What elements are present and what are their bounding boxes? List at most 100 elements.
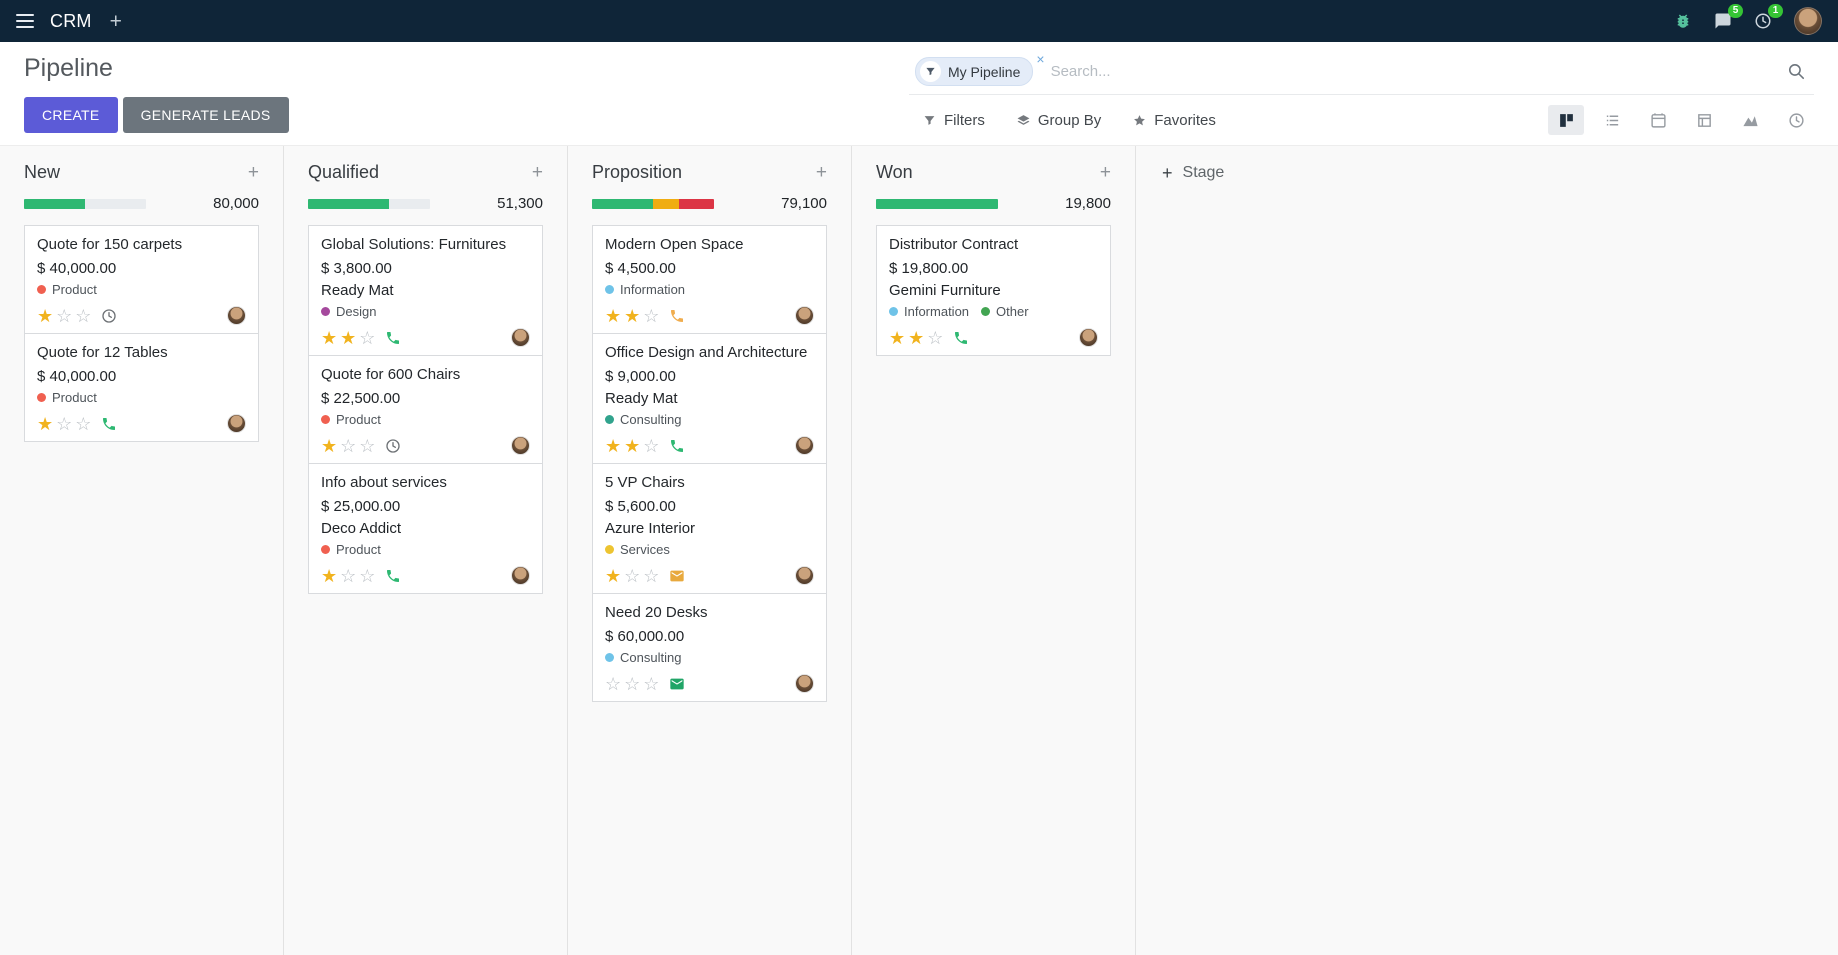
star-icon[interactable]: ★ bbox=[605, 565, 622, 586]
envelope-icon[interactable] bbox=[669, 676, 685, 692]
progress-segment[interactable] bbox=[24, 198, 85, 209]
priority-stars: ★ ☆ ☆ bbox=[321, 437, 375, 455]
clock-icon[interactable] bbox=[101, 308, 117, 324]
phone-icon[interactable] bbox=[385, 568, 401, 584]
graph-view-button[interactable] bbox=[1732, 105, 1768, 135]
star-icon[interactable]: ★ bbox=[37, 305, 54, 326]
list-view-button[interactable] bbox=[1594, 105, 1630, 135]
star-icon[interactable]: ★ bbox=[321, 565, 338, 586]
search-icon[interactable] bbox=[1787, 62, 1806, 81]
kanban-card[interactable]: Info about services $ 25,000.00 Deco Add… bbox=[308, 463, 543, 594]
kanban-card[interactable]: Quote for 12 Tables $ 40,000.00 Product … bbox=[24, 333, 259, 442]
phone-icon[interactable] bbox=[669, 438, 685, 454]
group-by-button[interactable]: Group By bbox=[1017, 112, 1101, 129]
card-amount: $ 22,500.00 bbox=[321, 390, 401, 407]
calendar-view-button[interactable] bbox=[1640, 105, 1676, 135]
kanban-card[interactable]: 5 VP Chairs $ 5,600.00 Azure Interior Se… bbox=[592, 463, 827, 594]
kanban-view-button[interactable] bbox=[1548, 105, 1584, 135]
debug-icon[interactable] bbox=[1674, 12, 1692, 30]
star-icon[interactable]: ☆ bbox=[624, 673, 641, 694]
card-title: Distributor Contract bbox=[889, 236, 1019, 253]
tag-label: Product bbox=[52, 390, 97, 405]
star-icon[interactable]: ★ bbox=[624, 435, 641, 456]
facet-remove-icon[interactable]: × bbox=[1036, 51, 1045, 67]
kanban-card[interactable]: Distributor Contract $ 19,800.00 Gemini … bbox=[876, 225, 1111, 356]
kanban-card[interactable]: Quote for 600 Chairs $ 22,500.00 Product… bbox=[308, 355, 543, 464]
tag-label: Product bbox=[52, 282, 97, 297]
plus-icon[interactable]: + bbox=[109, 9, 122, 33]
app-name[interactable]: CRM bbox=[50, 10, 92, 31]
star-icon[interactable]: ★ bbox=[605, 435, 622, 456]
column-quick-create-icon[interactable]: + bbox=[1099, 162, 1111, 183]
column-progressbar bbox=[592, 198, 714, 209]
kanban-card[interactable]: Need 20 Desks $ 60,000.00 Consulting ☆ ☆ ☆ bbox=[592, 593, 827, 702]
column-quick-create-icon[interactable]: + bbox=[247, 162, 259, 183]
tag-label: Product bbox=[336, 412, 381, 427]
favorites-button[interactable]: Favorites bbox=[1133, 112, 1216, 129]
tag-color-dot bbox=[981, 307, 991, 316]
kanban-card[interactable]: Modern Open Space $ 4,500.00 Information… bbox=[592, 225, 827, 334]
messages-icon[interactable]: 5 bbox=[1714, 4, 1743, 30]
kanban-column-proposition: Proposition + 79,100 Modern Open Space $… bbox=[568, 146, 852, 955]
star-icon[interactable]: ☆ bbox=[643, 305, 660, 326]
create-button[interactable]: CREATE bbox=[24, 97, 118, 133]
column-quick-create-icon[interactable]: + bbox=[531, 162, 543, 183]
star-icon[interactable]: ★ bbox=[321, 435, 338, 456]
activity-view-button[interactable] bbox=[1778, 105, 1814, 135]
star-icon[interactable]: ★ bbox=[605, 305, 622, 326]
progress-segment[interactable] bbox=[653, 198, 679, 209]
phone-icon[interactable] bbox=[101, 416, 117, 432]
activities-icon[interactable]: 1 bbox=[1754, 4, 1783, 30]
star-icon[interactable]: ★ bbox=[908, 327, 925, 348]
phone-icon[interactable] bbox=[953, 330, 969, 346]
column-progressbar bbox=[308, 198, 430, 209]
kanban-card[interactable]: Global Solutions: Furnitures $ 3,800.00 … bbox=[308, 225, 543, 356]
progress-segment[interactable] bbox=[678, 198, 714, 209]
search-input[interactable] bbox=[1050, 63, 1781, 80]
column-quick-create-icon[interactable]: + bbox=[815, 162, 827, 183]
star-icon[interactable]: ☆ bbox=[643, 673, 660, 694]
star-icon[interactable]: ★ bbox=[340, 327, 357, 348]
star-icon[interactable]: ★ bbox=[624, 305, 641, 326]
kanban-card[interactable]: Quote for 150 carpets $ 40,000.00 Produc… bbox=[24, 225, 259, 334]
star-icon[interactable]: ☆ bbox=[359, 565, 376, 586]
phone-icon[interactable] bbox=[669, 308, 685, 324]
column-title: Qualified bbox=[308, 162, 380, 182]
progress-segment[interactable] bbox=[876, 198, 998, 209]
funnel-icon bbox=[923, 114, 936, 127]
star-icon[interactable]: ☆ bbox=[75, 413, 92, 434]
kanban-card[interactable]: Office Design and Architecture $ 9,000.0… bbox=[592, 333, 827, 464]
kanban-icon bbox=[1558, 112, 1575, 129]
user-avatar[interactable] bbox=[1794, 7, 1822, 35]
star-icon[interactable]: ☆ bbox=[359, 327, 376, 348]
progress-segment[interactable] bbox=[308, 198, 389, 209]
star-icon[interactable]: ☆ bbox=[927, 327, 944, 348]
apps-menu-icon[interactable] bbox=[16, 14, 34, 28]
star-icon[interactable]: ☆ bbox=[75, 305, 92, 326]
star-icon[interactable]: ★ bbox=[37, 413, 54, 434]
star-icon[interactable]: ☆ bbox=[56, 305, 73, 326]
tag-color-dot bbox=[321, 415, 330, 424]
star-icon[interactable]: ☆ bbox=[643, 435, 660, 456]
graph-icon bbox=[1742, 112, 1759, 129]
envelope-icon[interactable] bbox=[669, 568, 685, 584]
filters-button[interactable]: Filters bbox=[923, 112, 985, 129]
star-icon[interactable]: ★ bbox=[321, 327, 338, 348]
card-title: Need 20 Desks bbox=[605, 604, 708, 621]
star-icon[interactable]: ☆ bbox=[643, 565, 660, 586]
generate-leads-button[interactable]: GENERATE LEADS bbox=[122, 97, 289, 133]
star-icon[interactable]: ☆ bbox=[359, 435, 376, 456]
clock-icon[interactable] bbox=[385, 438, 401, 454]
star-icon[interactable]: ★ bbox=[889, 327, 906, 348]
tag: Product bbox=[321, 542, 381, 557]
star-icon[interactable]: ☆ bbox=[340, 435, 357, 456]
star-icon[interactable]: ☆ bbox=[340, 565, 357, 586]
progress-segment[interactable] bbox=[592, 198, 653, 209]
add-stage-button[interactable]: + Stage bbox=[1136, 146, 1224, 182]
star-icon[interactable]: ☆ bbox=[605, 673, 622, 694]
star-icon[interactable]: ☆ bbox=[624, 565, 641, 586]
star-icon[interactable]: ☆ bbox=[56, 413, 73, 434]
column-total: 51,300 bbox=[497, 195, 543, 212]
phone-icon[interactable] bbox=[385, 330, 401, 346]
pivot-view-button[interactable] bbox=[1686, 105, 1722, 135]
